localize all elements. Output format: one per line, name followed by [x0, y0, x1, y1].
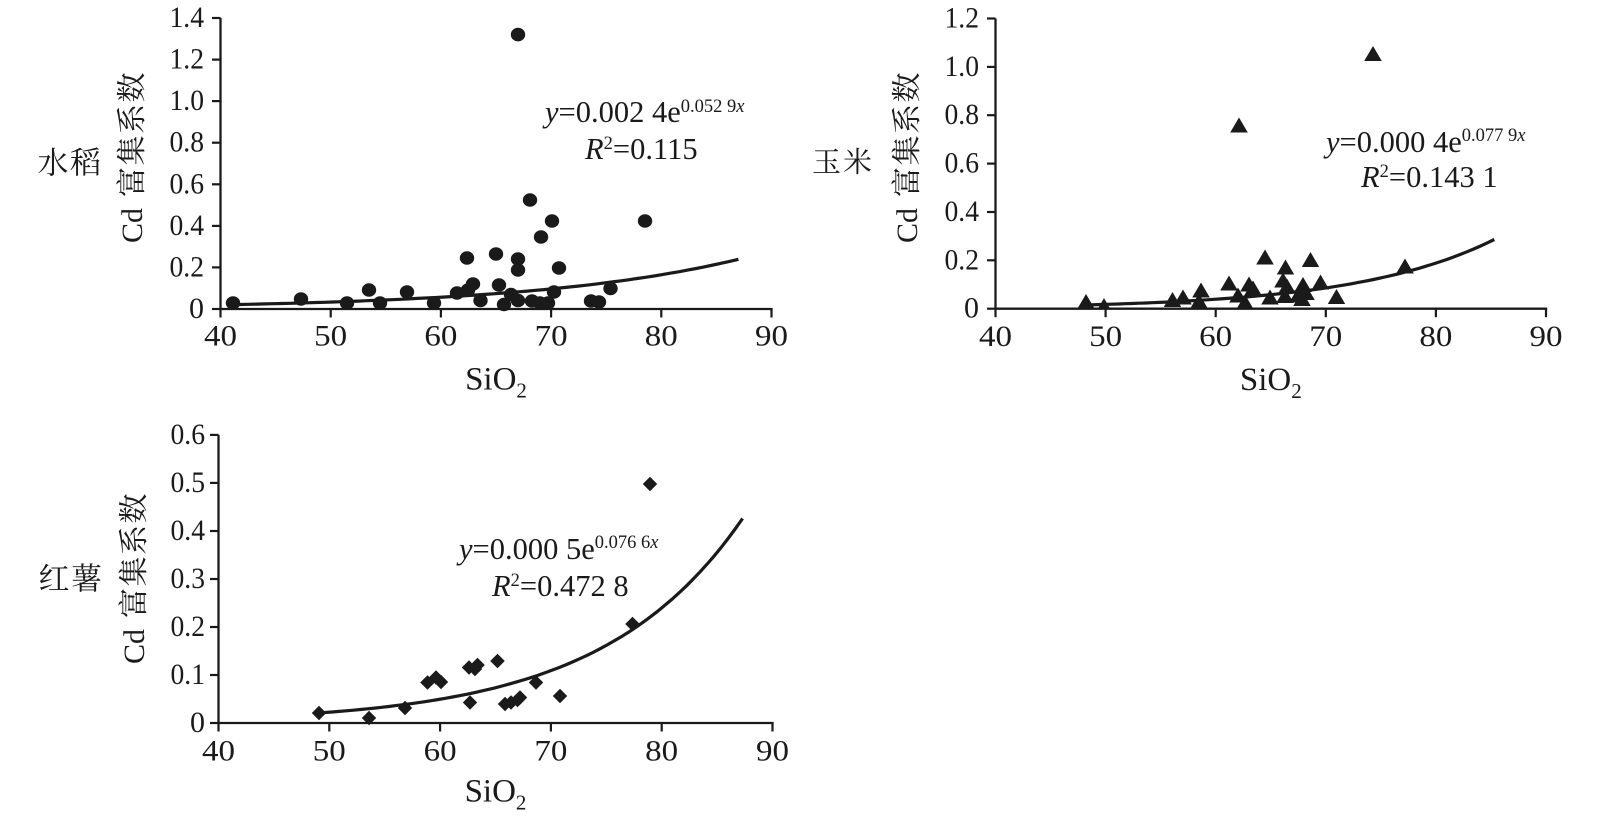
svg-text:0.4: 0.4 [171, 514, 206, 547]
svg-text:80: 80 [645, 320, 678, 353]
svg-text:90: 90 [1530, 320, 1563, 353]
svg-text:0.2: 0.2 [170, 250, 205, 283]
svg-text:1.4: 1.4 [170, 1, 205, 34]
svg-text:0.2: 0.2 [171, 610, 206, 643]
svg-text:60: 60 [424, 320, 457, 353]
svg-text:0: 0 [190, 706, 205, 739]
svg-text:0.6: 0.6 [171, 418, 206, 451]
svg-text:0.2: 0.2 [945, 243, 980, 276]
svg-text:Cd: Cd [116, 208, 149, 243]
svg-text:70: 70 [535, 320, 568, 353]
svg-text:50: 50 [314, 320, 347, 353]
svg-text:0.4: 0.4 [945, 195, 980, 228]
svg-text:1.0: 1.0 [945, 50, 980, 83]
svg-text:40: 40 [979, 320, 1012, 353]
svg-text:1.0: 1.0 [170, 84, 205, 117]
svg-text:1.2: 1.2 [170, 43, 205, 76]
svg-text:0.8: 0.8 [170, 126, 205, 159]
svg-text:R2=0.143 1: R2=0.143 1 [1360, 160, 1498, 194]
svg-text:0.8: 0.8 [945, 98, 980, 131]
svg-text:50: 50 [313, 735, 346, 768]
svg-text:SiO2: SiO2 [1240, 362, 1302, 403]
svg-text:80: 80 [1419, 320, 1452, 353]
svg-text:0.4: 0.4 [170, 209, 205, 242]
svg-text:0.1: 0.1 [171, 658, 206, 691]
svg-text:80: 80 [645, 735, 678, 768]
svg-text:50: 50 [1089, 320, 1122, 353]
svg-text:1.2: 1.2 [945, 2, 980, 35]
svg-text:Cd: Cd [891, 208, 924, 243]
svg-text:40: 40 [204, 320, 237, 353]
svg-text:0.5: 0.5 [171, 466, 206, 499]
svg-text:0.6: 0.6 [945, 147, 980, 180]
svg-text:40: 40 [202, 735, 235, 768]
svg-text:R2=0.472 8: R2=0.472 8 [491, 569, 629, 603]
svg-text:0.6: 0.6 [170, 167, 205, 200]
svg-text:60: 60 [424, 735, 457, 768]
svg-text:0.3: 0.3 [171, 562, 206, 595]
svg-text:Cd: Cd [118, 629, 151, 664]
svg-text:70: 70 [534, 735, 567, 768]
svg-text:R2=0.115: R2=0.115 [584, 132, 698, 166]
svg-text:60: 60 [1199, 320, 1232, 353]
svg-text:90: 90 [756, 735, 789, 768]
svg-text:90: 90 [755, 320, 788, 353]
svg-text:0: 0 [189, 292, 204, 325]
svg-text:70: 70 [1309, 320, 1342, 353]
svg-text:0: 0 [964, 292, 979, 325]
svg-text:y=0.000 4e0.077 9x: y=0.000 4e0.077 9x [1323, 125, 1526, 159]
